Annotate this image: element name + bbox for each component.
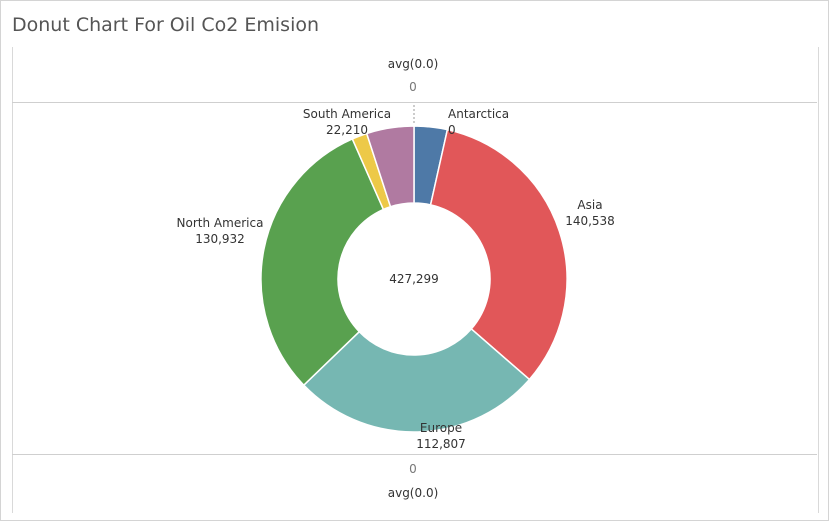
bottom-axis-divider — [12, 454, 817, 455]
top-axis-label: avg(0.0) — [387, 57, 439, 71]
slice-name-label: Antarctica — [448, 107, 509, 121]
slice-value-label: 130,932 — [195, 232, 245, 246]
slice-value-label: 112,807 — [416, 437, 466, 451]
donut-hole — [338, 203, 490, 355]
bottom-axis-label: avg(0.0) — [387, 486, 439, 500]
bottom-axis-value: 0 — [409, 462, 417, 476]
slice-name-label: South America — [303, 107, 391, 121]
top-axis-divider — [12, 102, 817, 103]
chart-panel — [12, 47, 819, 513]
slice-value-label: 0 — [448, 123, 456, 137]
slice-name-label: Asia — [577, 198, 602, 212]
chart-title: Donut Chart For Oil Co2 Emision — [12, 14, 320, 36]
center-total-label: 427,299 — [389, 272, 439, 286]
slice-name-label: Europe — [420, 421, 462, 435]
slice-value-label: 140,538 — [565, 214, 615, 228]
slice-name-label: North America — [177, 216, 264, 230]
slice-value-label: 22,210 — [326, 123, 368, 137]
top-axis-value: 0 — [409, 80, 417, 94]
